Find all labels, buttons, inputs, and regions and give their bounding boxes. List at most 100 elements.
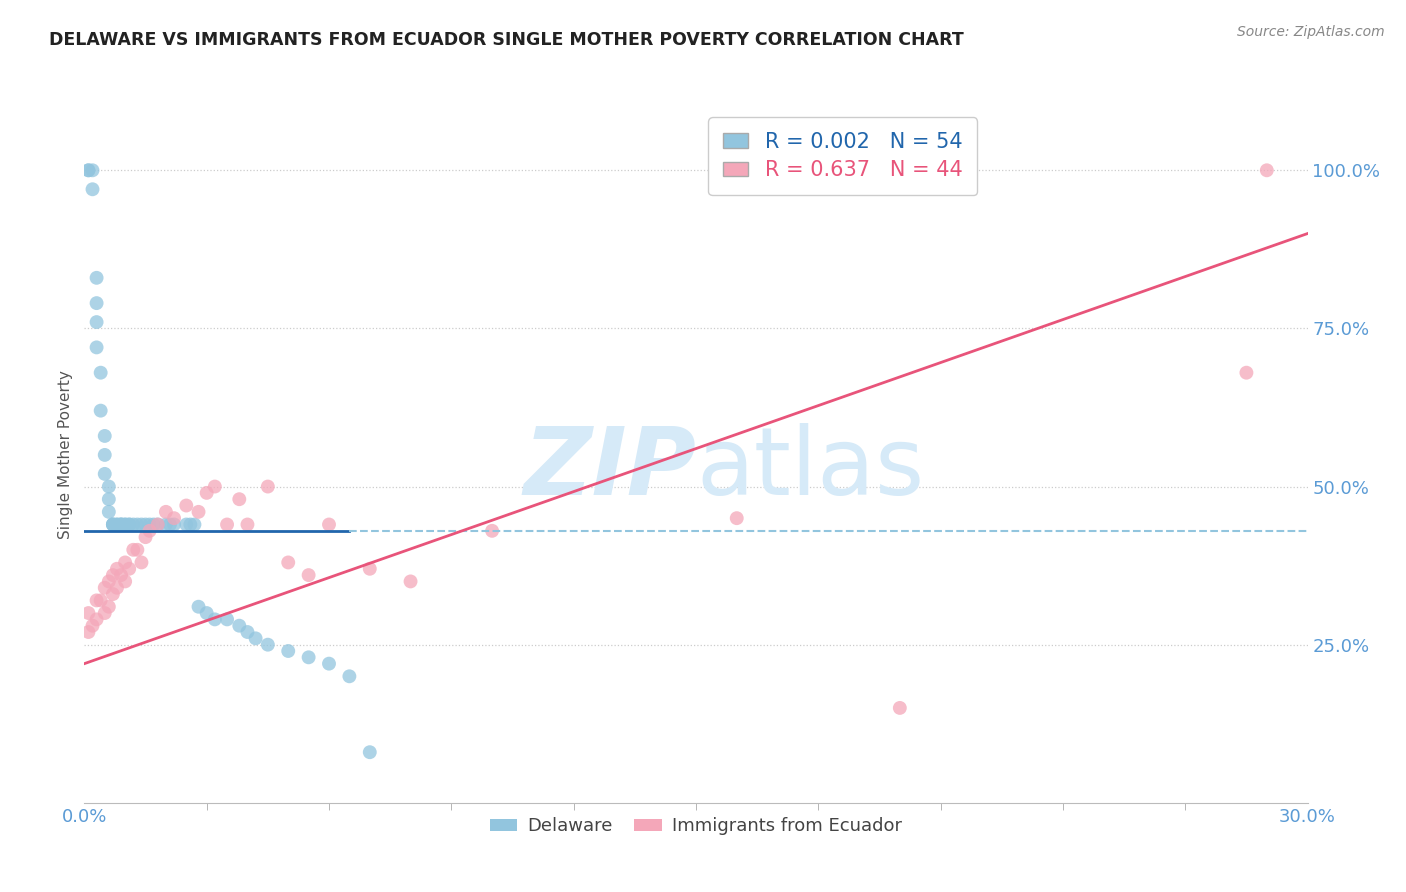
Point — [90, 366, 112, 380]
Point — [195, 486, 218, 500]
Point — [146, 517, 169, 532]
Point — [163, 511, 186, 525]
Point — [228, 618, 250, 632]
Point — [131, 517, 153, 532]
Legend: Delaware, Immigrants from Ecuador: Delaware, Immigrants from Ecuador — [482, 810, 910, 842]
Point — [101, 517, 124, 532]
Point — [195, 606, 218, 620]
Point — [101, 568, 124, 582]
Point — [97, 599, 120, 614]
Point — [114, 574, 136, 589]
Text: DELAWARE VS IMMIGRANTS FROM ECUADOR SINGLE MOTHER POVERTY CORRELATION CHART: DELAWARE VS IMMIGRANTS FROM ECUADOR SING… — [49, 31, 965, 49]
Point — [97, 574, 120, 589]
Point — [135, 530, 157, 544]
Point — [277, 556, 299, 570]
Point — [187, 505, 209, 519]
Point — [187, 599, 209, 614]
Point — [257, 479, 280, 493]
Point — [101, 587, 124, 601]
Point — [155, 517, 177, 532]
Point — [110, 517, 132, 532]
Point — [122, 542, 145, 557]
Point — [105, 517, 128, 532]
Point — [359, 562, 381, 576]
Point — [110, 517, 132, 532]
Point — [127, 542, 149, 557]
Text: ZIP: ZIP — [523, 423, 696, 515]
Point — [183, 517, 205, 532]
Point — [90, 403, 112, 417]
Point — [97, 479, 120, 493]
Point — [86, 296, 108, 310]
Point — [114, 517, 136, 532]
Point — [399, 574, 422, 589]
Point — [118, 517, 141, 532]
Point — [138, 517, 160, 532]
Point — [86, 315, 108, 329]
Point — [1236, 366, 1258, 380]
Point — [217, 517, 239, 532]
Point — [93, 448, 115, 462]
Point — [86, 612, 108, 626]
Point — [77, 163, 100, 178]
Point — [82, 163, 104, 178]
Point — [122, 517, 145, 532]
Point — [179, 517, 201, 532]
Point — [174, 499, 197, 513]
Point — [77, 625, 100, 640]
Point — [135, 517, 157, 532]
Text: Source: ZipAtlas.com: Source: ZipAtlas.com — [1237, 25, 1385, 39]
Point — [101, 517, 124, 532]
Point — [77, 606, 100, 620]
Point — [86, 593, 108, 607]
Point — [138, 524, 160, 538]
Point — [725, 511, 748, 525]
Point — [318, 657, 340, 671]
Point — [146, 517, 169, 532]
Point — [889, 701, 911, 715]
Point — [86, 270, 108, 285]
Point — [318, 517, 340, 532]
Point — [97, 492, 120, 507]
Point — [159, 517, 181, 532]
Point — [142, 517, 165, 532]
Point — [204, 612, 226, 626]
Point — [163, 517, 186, 532]
Point — [118, 562, 141, 576]
Point — [93, 581, 115, 595]
Point — [155, 505, 177, 519]
Point — [298, 650, 321, 665]
Point — [236, 517, 259, 532]
Text: atlas: atlas — [696, 423, 924, 515]
Point — [82, 618, 104, 632]
Point — [93, 467, 115, 481]
Point — [217, 612, 239, 626]
Point — [93, 606, 115, 620]
Point — [97, 505, 120, 519]
Point — [127, 517, 149, 532]
Point — [118, 517, 141, 532]
Point — [245, 632, 267, 646]
Point — [82, 182, 104, 196]
Point — [257, 638, 280, 652]
Point — [298, 568, 321, 582]
Point — [359, 745, 381, 759]
Point — [236, 625, 259, 640]
Point — [277, 644, 299, 658]
Point — [105, 581, 128, 595]
Point — [114, 556, 136, 570]
Point — [90, 593, 112, 607]
Point — [1256, 163, 1278, 178]
Point — [228, 492, 250, 507]
Point — [481, 524, 503, 538]
Point — [110, 517, 132, 532]
Point — [101, 517, 124, 532]
Point — [204, 479, 226, 493]
Point — [93, 429, 115, 443]
Y-axis label: Single Mother Poverty: Single Mother Poverty — [58, 370, 73, 540]
Point — [105, 517, 128, 532]
Point — [131, 556, 153, 570]
Point — [77, 163, 100, 178]
Point — [339, 669, 361, 683]
Point — [114, 517, 136, 532]
